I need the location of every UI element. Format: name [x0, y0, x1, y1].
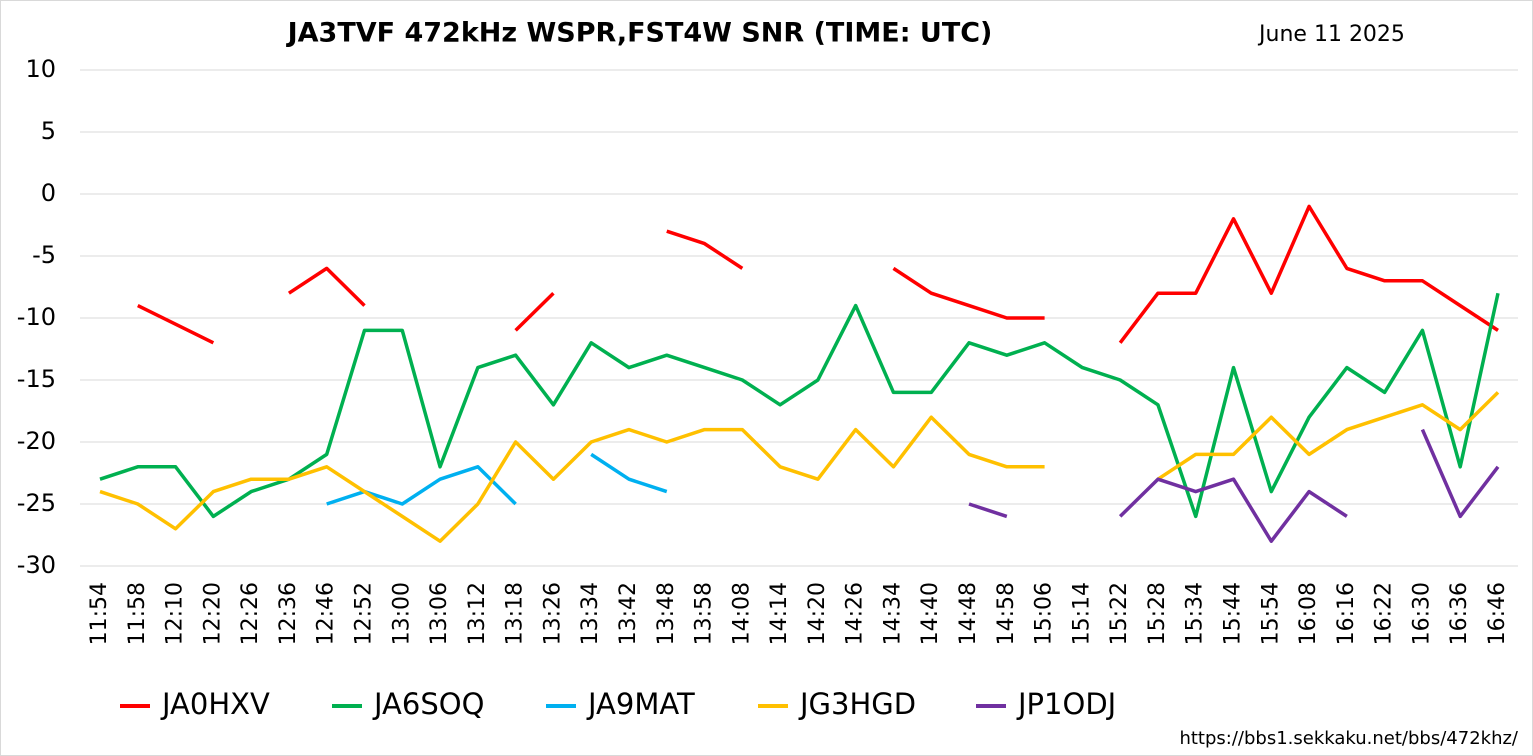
x-tick-label: 16:46 — [1485, 582, 1510, 645]
series-line — [99, 292, 1500, 519]
x-tick-label: 12:46 — [314, 582, 339, 645]
series-line — [968, 428, 1500, 543]
x-tick-label: 15:22 — [1107, 582, 1132, 645]
series-line — [326, 452, 668, 506]
legend-label: JP1ODJ — [1016, 687, 1116, 721]
y-tick-label: 0 — [41, 179, 56, 207]
footnote: https://bbs1.sekkaku.net/bbs/472khz/ — [1179, 728, 1518, 749]
x-tick-label: 14:20 — [805, 582, 830, 645]
y-tick-label: -5 — [32, 241, 56, 269]
x-tick-label: 12:36 — [276, 582, 301, 645]
x-tick-label: 16:30 — [1409, 582, 1434, 645]
legend-label: JA6SOQ — [372, 687, 484, 721]
x-tick-label: 13:34 — [578, 582, 603, 645]
legend-label: JG3HGD — [798, 687, 916, 721]
x-tick-label: 13:26 — [540, 582, 565, 645]
x-tick-label: 12:10 — [163, 582, 188, 645]
x-tick-label: 14:58 — [994, 582, 1019, 645]
x-tick-label: 12:52 — [351, 582, 376, 645]
legend-label: JA9MAT — [586, 687, 695, 721]
y-tick-label: 10 — [25, 55, 56, 83]
x-tick-label: 12:20 — [200, 582, 225, 645]
x-tick-label: 13:18 — [503, 582, 528, 645]
x-tick-label: 15:44 — [1221, 582, 1246, 645]
x-tick-label: 15:14 — [1069, 582, 1094, 645]
x-tick-label: 13:58 — [692, 582, 717, 645]
legend-label: JA0HXV — [160, 687, 270, 721]
x-tick-label: 11:54 — [87, 582, 112, 645]
x-tick-label: 15:54 — [1258, 582, 1283, 645]
y-tick-label: -10 — [17, 303, 56, 331]
x-tick-label: 15:28 — [1145, 582, 1170, 645]
x-tick-label: 12:26 — [238, 582, 263, 645]
x-tick-label: 15:34 — [1183, 582, 1208, 645]
x-tick-label: 15:06 — [1032, 582, 1057, 645]
x-tick-label: 16:08 — [1296, 582, 1321, 645]
y-tick-label: -30 — [17, 551, 56, 579]
y-tick-label: -20 — [17, 427, 56, 455]
x-tick-label: 13:42 — [616, 582, 641, 645]
chart-subtitle: June 11 2025 — [1257, 22, 1405, 47]
x-tick-label: 11:58 — [125, 582, 150, 645]
x-tick-label: 14:48 — [956, 582, 981, 645]
x-tick-label: 13:06 — [427, 582, 452, 645]
x-tick-label: 13:00 — [389, 582, 414, 645]
x-tick-label: 14:14 — [767, 582, 792, 645]
chart-title: JA3TVF 472kHz WSPR,FST4W SNR (TIME: UTC) — [286, 18, 993, 49]
x-tick-label: 14:08 — [729, 582, 754, 645]
series-line — [99, 391, 1500, 543]
x-tick-label: 13:12 — [465, 582, 490, 645]
x-tick-label: 16:16 — [1334, 582, 1359, 645]
series-line — [137, 204, 1499, 345]
x-tick-label: 16:36 — [1447, 582, 1472, 645]
x-tick-label: 14:26 — [843, 582, 868, 645]
y-tick-label: 5 — [41, 117, 56, 145]
x-tick-label: 13:48 — [654, 582, 679, 645]
x-tick-label: 14:34 — [880, 582, 905, 645]
y-tick-label: -15 — [17, 365, 56, 393]
y-tick-label: -25 — [17, 489, 56, 517]
x-tick-label: 16:22 — [1372, 582, 1397, 645]
x-tick-label: 14:40 — [918, 582, 943, 645]
